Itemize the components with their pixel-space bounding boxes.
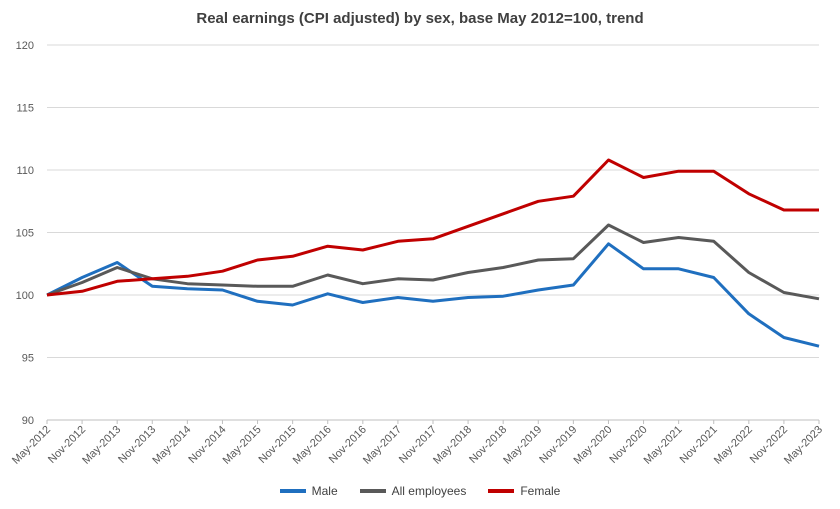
y-tick-label: 115 [16,103,34,115]
x-tick-label: May-2015 [221,424,264,467]
series-line-all-employees [46,223,820,301]
legend-item: All employees [359,484,467,498]
x-tick-label: May-2019 [501,424,544,467]
x-tick-label: May-2021 [642,424,685,467]
legend: Male All employees Female [0,484,840,498]
legend-item: Male [279,484,338,498]
x-tick-label: May-2016 [291,424,334,467]
y-tick-label: 120 [16,40,34,52]
y-tick-label: 95 [22,353,34,365]
y-tick-label: 100 [16,290,34,302]
y-tick-label: 90 [22,415,34,427]
series-line-female [46,158,819,297]
legend-label: Male [311,484,338,498]
legend-label: Female [520,484,561,498]
x-tick-label: May-2013 [80,424,123,467]
x-tick-label: May-2012 [10,424,53,467]
series-line-male [46,242,820,348]
legend-label: All employees [391,484,467,498]
legend-item: Female [488,484,560,498]
x-tick-label: May-2017 [361,424,404,467]
x-tick-label: May-2020 [571,424,614,467]
x-tick-label: May-2023 [782,424,825,467]
legend-swatch [279,489,306,493]
chart-title: Real earnings (CPI adjusted) by sex, bas… [196,10,644,27]
x-tick-label: May-2018 [431,424,474,467]
legend-swatch [359,489,386,493]
x-tick-label: May-2014 [150,424,193,467]
y-tick-label: 110 [16,165,34,177]
x-tick-label: May-2022 [712,424,755,467]
legend-swatch [488,489,515,493]
y-tick-label: 105 [16,228,34,240]
